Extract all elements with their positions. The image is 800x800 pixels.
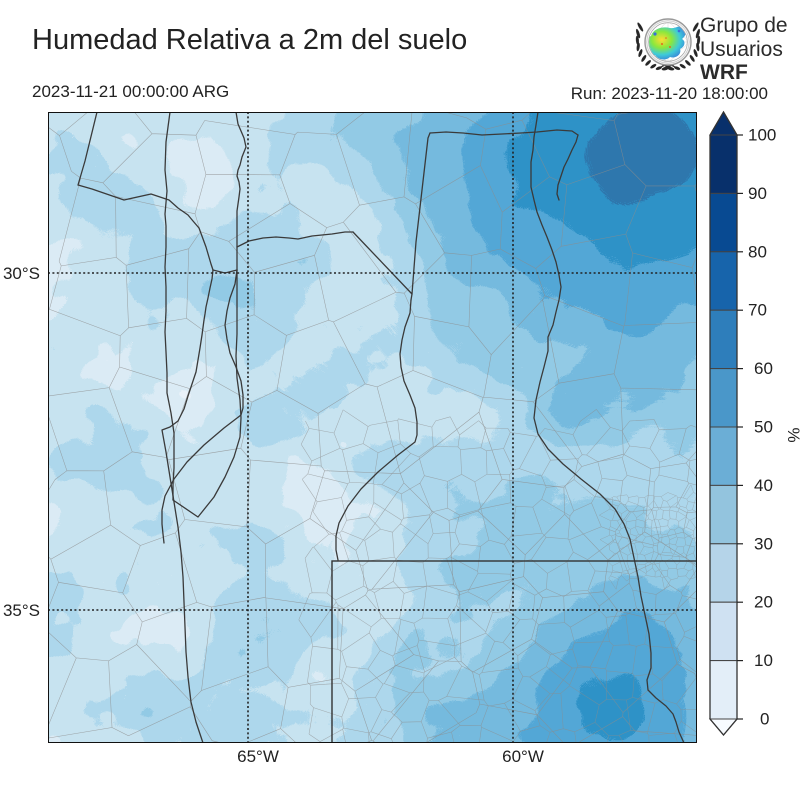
svg-text:50: 50 xyxy=(754,418,773,437)
svg-text:0: 0 xyxy=(760,710,769,729)
svg-text:80: 80 xyxy=(748,242,767,261)
svg-text:20: 20 xyxy=(754,593,773,612)
svg-text:10: 10 xyxy=(754,651,773,670)
svg-text:60: 60 xyxy=(754,359,773,378)
svg-text:70: 70 xyxy=(748,301,767,320)
svg-text:%: % xyxy=(784,427,800,442)
svg-text:40: 40 xyxy=(754,476,773,495)
svg-text:90: 90 xyxy=(748,184,767,203)
svg-text:100: 100 xyxy=(748,126,776,145)
svg-text:30: 30 xyxy=(754,534,773,553)
